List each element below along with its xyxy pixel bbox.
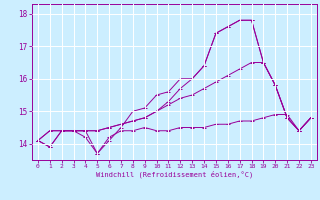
X-axis label: Windchill (Refroidissement éolien,°C): Windchill (Refroidissement éolien,°C) bbox=[96, 171, 253, 178]
